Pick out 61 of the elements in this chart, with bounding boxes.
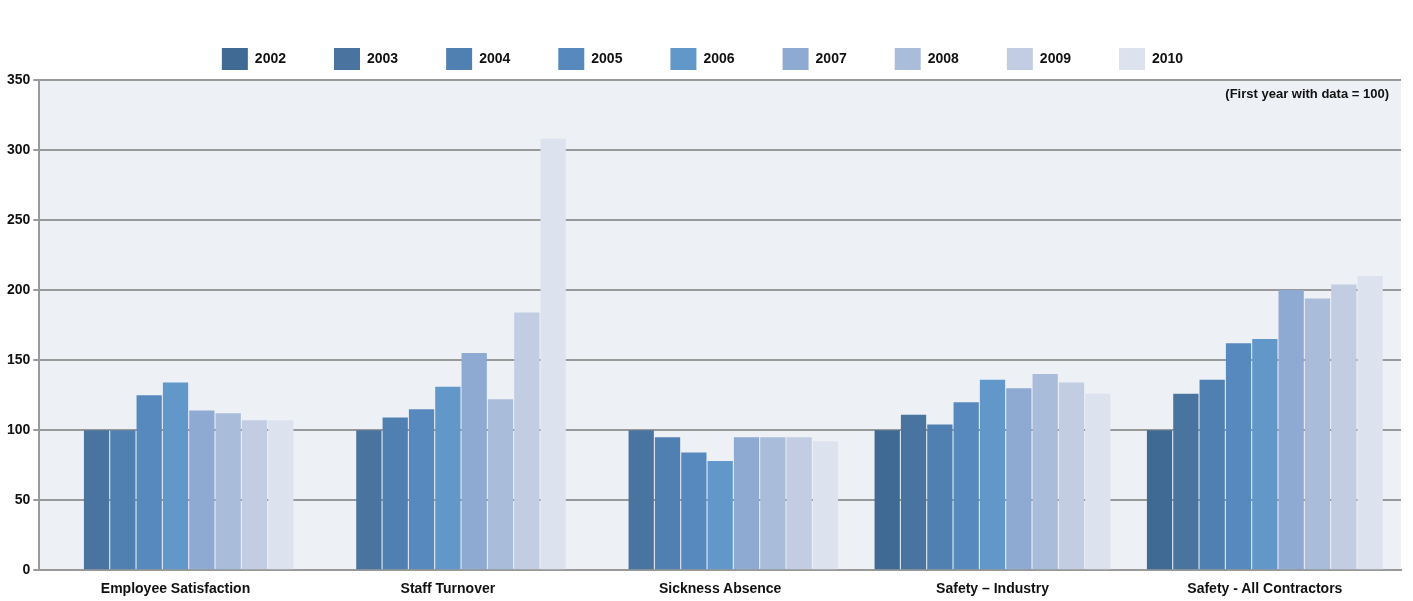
y-tick-label: 50 (14, 491, 31, 508)
bar (628, 430, 654, 570)
bar (654, 437, 681, 570)
x-tick-label: Employee Satisfaction (100, 580, 251, 597)
legend-label: 2010 (1152, 49, 1184, 66)
bar (1225, 343, 1252, 570)
bar (733, 437, 760, 570)
bar (1032, 374, 1058, 570)
legend-label: 2002 (254, 49, 287, 66)
bar (110, 430, 136, 570)
bar (461, 353, 487, 570)
x-tick-label: Safety - All Contractors (1187, 580, 1343, 597)
x-tick-label: Staff Turnover (400, 580, 496, 597)
bar (1278, 290, 1304, 570)
bar (136, 395, 162, 570)
bar (953, 402, 979, 570)
bar (927, 424, 953, 570)
bar (1331, 284, 1357, 570)
x-tick-label: Safety – Industry (936, 580, 1050, 597)
bar (241, 420, 268, 570)
legend-label: 2006 (703, 49, 735, 66)
bar (1058, 382, 1085, 570)
bar (435, 386, 461, 570)
bar (1357, 276, 1383, 570)
bar (382, 417, 408, 570)
y-tick-label: 0 (22, 561, 31, 578)
y-tick-label: 250 (7, 210, 31, 227)
legend-label: 2007 (815, 49, 847, 66)
y-tick-label: 350 (7, 70, 31, 87)
bar (487, 399, 514, 570)
bar (1006, 388, 1032, 570)
bar (979, 379, 1006, 570)
y-tick-label: 300 (7, 140, 31, 157)
bar (162, 382, 189, 570)
y-tick-label: 200 (7, 280, 31, 297)
x-tick-label: Sickness Absence (658, 580, 782, 597)
y-tick-label: 150 (7, 350, 31, 367)
legend-label: 2009 (1039, 49, 1072, 66)
bar (514, 312, 540, 570)
bar (812, 441, 839, 570)
bar (707, 460, 733, 570)
annotation: (First year with data = 100) (1225, 86, 1389, 102)
bar (681, 452, 707, 570)
bar (786, 437, 812, 570)
bar (1252, 339, 1278, 570)
bar (1085, 393, 1111, 570)
bar (1304, 298, 1331, 570)
bar (1199, 379, 1225, 570)
legend-label: 2008 (927, 49, 960, 66)
bar (356, 430, 382, 570)
legend-label: 2003 (366, 49, 399, 66)
bar (189, 410, 215, 570)
legend-label: 2004 (479, 49, 511, 66)
bar (540, 138, 566, 570)
bar (760, 437, 786, 570)
y-tick-label: 100 (7, 421, 31, 437)
bar (83, 430, 110, 570)
legend-label: 2005 (591, 49, 623, 66)
bar (268, 420, 294, 570)
bar (408, 409, 435, 570)
bar (215, 413, 241, 570)
